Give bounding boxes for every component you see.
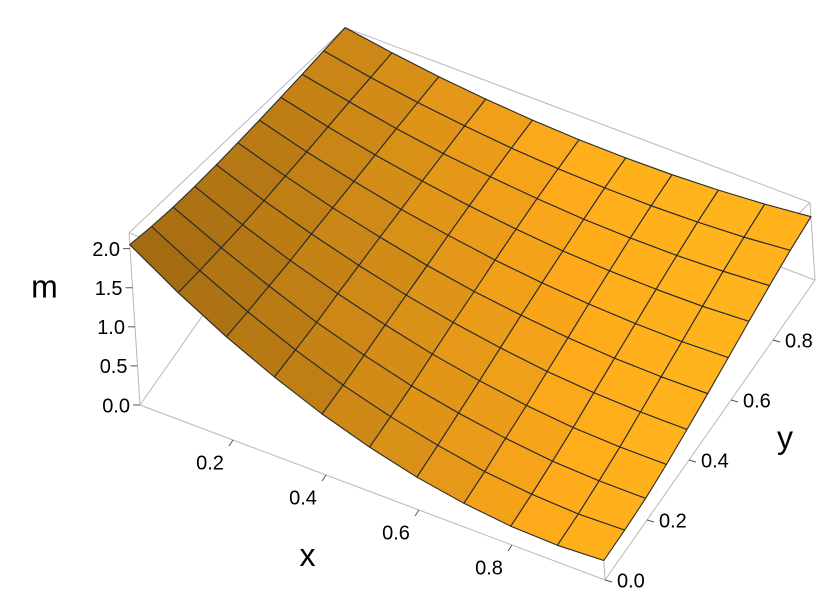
- axes: 0.2 0.4 0.6 0.8 0.0 0.2 0.4 0.6 0.8 0.0 0.5 1.0 1.5 2…: [31, 239, 813, 592]
- y-tick: [646, 519, 655, 523]
- y-tick-label: 0.6: [743, 390, 771, 412]
- x-tick-label: 0.2: [196, 452, 224, 474]
- box-edge: [128, 232, 141, 406]
- surface-patch: [556, 513, 626, 562]
- y-tick-label: 0.0: [617, 570, 645, 592]
- y-axis-title: y: [777, 419, 793, 455]
- z-tick-label: 1.0: [97, 317, 125, 339]
- y-tick: [604, 579, 613, 583]
- surface: [129, 27, 812, 562]
- z-tick-label: 0.5: [100, 356, 128, 378]
- z-axis-title: m: [31, 268, 58, 304]
- box-edge: [344, 27, 811, 204]
- x-tick: [507, 544, 513, 552]
- y-tick: [688, 459, 697, 463]
- x-tick: [414, 509, 420, 517]
- box-edge: [128, 27, 346, 234]
- box-edge: [604, 279, 816, 581]
- x-tick-label: 0.6: [382, 522, 410, 544]
- z-tick-label: 2.0: [92, 239, 120, 261]
- x-tick: [228, 439, 234, 447]
- y-tick: [772, 339, 781, 343]
- box-edge: [139, 404, 606, 581]
- z-tick-label: 1.5: [95, 278, 123, 300]
- x-tick-label: 0.4: [289, 487, 317, 509]
- x-tick-label: 0.8: [475, 557, 503, 579]
- y-tick-label: 0.2: [659, 510, 687, 532]
- x-axis-title: x: [300, 537, 316, 573]
- y-tick-label: 0.8: [785, 330, 813, 352]
- x-tick: [321, 474, 327, 482]
- y-tick-label: 0.4: [701, 450, 729, 472]
- z-tick-label: 0.0: [102, 395, 130, 417]
- y-tick: [730, 399, 739, 403]
- box-edge: [809, 202, 816, 281]
